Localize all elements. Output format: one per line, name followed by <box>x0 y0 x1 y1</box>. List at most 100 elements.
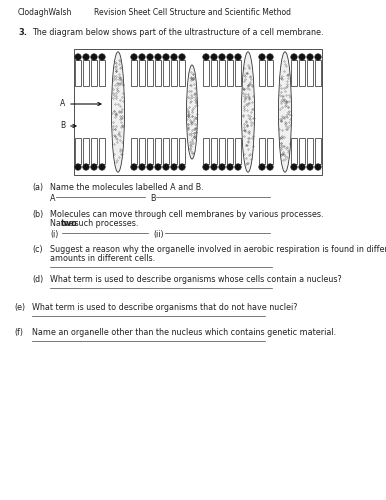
Circle shape <box>99 54 105 60</box>
Circle shape <box>99 164 105 170</box>
Text: such processes.: such processes. <box>72 219 138 228</box>
Bar <box>267 60 273 86</box>
Circle shape <box>139 164 145 170</box>
Bar <box>147 60 153 86</box>
Bar <box>99 60 105 86</box>
Bar <box>291 138 297 164</box>
Circle shape <box>139 54 145 60</box>
Text: B: B <box>150 194 156 203</box>
Circle shape <box>147 164 153 170</box>
Text: What term is used to describe organisms whose cells contain a nucleus?: What term is used to describe organisms … <box>50 275 342 284</box>
Circle shape <box>91 54 97 60</box>
Bar <box>299 60 305 86</box>
Circle shape <box>315 164 321 170</box>
Text: A: A <box>50 194 56 203</box>
Bar <box>83 60 89 86</box>
Circle shape <box>75 54 81 60</box>
Text: (e): (e) <box>14 303 25 312</box>
Text: (a): (a) <box>32 183 43 192</box>
Bar <box>75 138 81 164</box>
Bar <box>219 138 225 164</box>
Bar <box>235 60 241 86</box>
Bar <box>315 138 321 164</box>
Text: (d): (d) <box>32 275 43 284</box>
Text: (b): (b) <box>32 210 43 219</box>
Circle shape <box>219 164 225 170</box>
Circle shape <box>227 54 233 60</box>
Bar <box>259 138 265 164</box>
Text: A: A <box>60 100 101 108</box>
Bar <box>147 138 153 164</box>
Bar <box>155 138 161 164</box>
Text: (i): (i) <box>50 230 58 239</box>
Text: (f): (f) <box>14 328 23 337</box>
Circle shape <box>211 164 217 170</box>
Circle shape <box>203 164 209 170</box>
Circle shape <box>147 54 153 60</box>
Bar <box>74 49 322 175</box>
Text: (ii): (ii) <box>153 230 164 239</box>
Bar <box>139 138 145 164</box>
Circle shape <box>131 54 137 60</box>
Text: B: B <box>60 122 76 130</box>
Text: Molecules can move through cell membranes by various processes.: Molecules can move through cell membrane… <box>50 210 323 219</box>
Text: The diagram below shows part of the ultrastructure of a cell membrane.: The diagram below shows part of the ultr… <box>32 28 323 37</box>
Circle shape <box>179 54 185 60</box>
Circle shape <box>163 164 169 170</box>
Circle shape <box>155 164 161 170</box>
Circle shape <box>259 54 265 60</box>
Bar <box>179 60 185 86</box>
Text: What term is used to describe organisms that do not have nuclei?: What term is used to describe organisms … <box>32 303 298 312</box>
Circle shape <box>211 54 217 60</box>
Bar <box>227 60 233 86</box>
Bar <box>171 60 177 86</box>
Text: ClodaghWalsh: ClodaghWalsh <box>18 8 73 17</box>
Circle shape <box>131 164 137 170</box>
Bar <box>211 60 217 86</box>
Ellipse shape <box>186 65 198 159</box>
Circle shape <box>171 54 177 60</box>
Ellipse shape <box>112 52 125 172</box>
Circle shape <box>299 54 305 60</box>
Bar <box>227 138 233 164</box>
Circle shape <box>179 164 185 170</box>
Circle shape <box>83 164 89 170</box>
Bar <box>179 138 185 164</box>
Text: Suggest a reason why the organelle involved in aerobic respiration is found in d: Suggest a reason why the organelle invol… <box>50 245 386 254</box>
Circle shape <box>291 54 297 60</box>
Circle shape <box>307 164 313 170</box>
Circle shape <box>307 54 313 60</box>
Circle shape <box>171 164 177 170</box>
Circle shape <box>91 164 97 170</box>
Text: Revision Sheet Cell Structure and Scientific Method: Revision Sheet Cell Structure and Scient… <box>95 8 291 17</box>
Circle shape <box>75 164 81 170</box>
Bar <box>139 60 145 86</box>
Bar <box>155 60 161 86</box>
Bar <box>131 138 137 164</box>
Bar <box>99 138 105 164</box>
Ellipse shape <box>279 52 291 172</box>
Bar <box>259 60 265 86</box>
Text: (c): (c) <box>32 245 42 254</box>
Bar <box>299 138 305 164</box>
Circle shape <box>83 54 89 60</box>
Text: amounts in different cells.: amounts in different cells. <box>50 254 155 263</box>
Bar <box>219 60 225 86</box>
Text: 3.: 3. <box>18 28 27 37</box>
Bar <box>315 60 321 86</box>
Bar <box>307 60 313 86</box>
Circle shape <box>203 54 209 60</box>
Bar <box>203 60 209 86</box>
Circle shape <box>235 164 241 170</box>
Circle shape <box>163 54 169 60</box>
Bar <box>291 60 297 86</box>
Bar <box>235 138 241 164</box>
Circle shape <box>259 164 265 170</box>
Ellipse shape <box>242 52 254 172</box>
Circle shape <box>155 54 161 60</box>
Bar <box>75 60 81 86</box>
Text: Name the molecules labelled A and B.: Name the molecules labelled A and B. <box>50 183 204 192</box>
Bar <box>163 60 169 86</box>
Circle shape <box>299 164 305 170</box>
Bar <box>91 60 97 86</box>
